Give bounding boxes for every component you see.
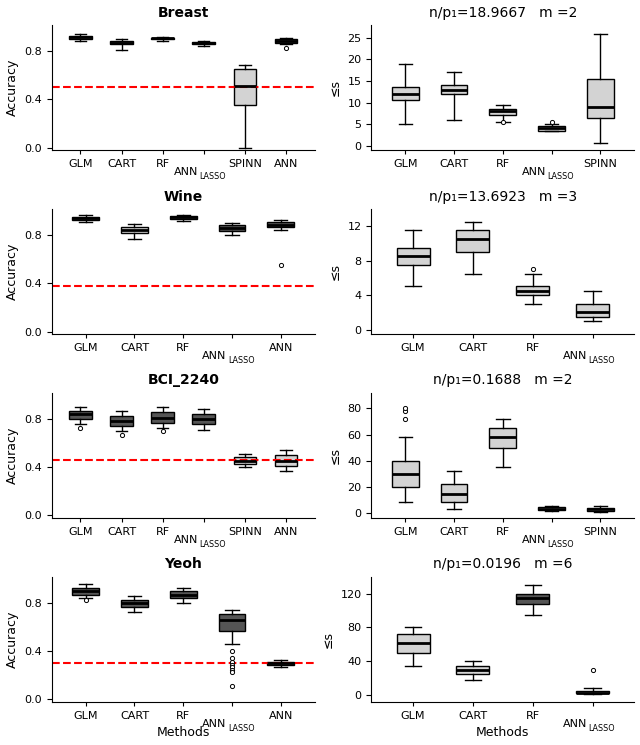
PathPatch shape [490,428,516,448]
Text: LASSO: LASSO [200,540,226,549]
PathPatch shape [110,416,133,426]
PathPatch shape [441,484,467,502]
PathPatch shape [69,36,92,39]
Y-axis label: Accuracy: Accuracy [6,243,19,300]
Text: ANN: ANN [202,351,227,361]
Y-axis label: ≤s: ≤s [329,263,342,280]
PathPatch shape [538,126,565,130]
Title: Wine: Wine [164,189,203,203]
PathPatch shape [576,691,609,694]
Y-axis label: Accuracy: Accuracy [6,59,19,116]
PathPatch shape [218,614,245,631]
Text: LASSO: LASSO [588,356,615,365]
PathPatch shape [441,85,467,94]
PathPatch shape [490,109,516,115]
Y-axis label: ≤s: ≤s [329,79,342,96]
PathPatch shape [268,222,294,226]
Text: LASSO: LASSO [547,172,574,181]
Text: ANN: ANN [202,718,227,729]
PathPatch shape [170,592,196,598]
Title: BCI_2240: BCI_2240 [147,373,219,387]
PathPatch shape [538,507,565,510]
PathPatch shape [516,594,549,604]
X-axis label: Methods: Methods [157,726,210,740]
PathPatch shape [69,410,92,419]
PathPatch shape [72,217,99,220]
Text: LASSO: LASSO [228,356,255,365]
PathPatch shape [151,413,174,422]
PathPatch shape [193,414,215,425]
Title: n/p₁=0.0196   m =6: n/p₁=0.0196 m =6 [433,557,573,571]
Text: LASSO: LASSO [547,540,574,549]
PathPatch shape [234,457,256,464]
PathPatch shape [587,79,614,118]
PathPatch shape [275,455,298,466]
Text: ANN: ANN [174,167,198,177]
Text: LASSO: LASSO [228,724,255,733]
PathPatch shape [275,39,298,42]
Title: n/p₁=18.9667   m =2: n/p₁=18.9667 m =2 [429,5,577,19]
PathPatch shape [218,226,245,231]
Title: Breast: Breast [157,5,209,19]
Text: ANN: ANN [522,167,546,177]
PathPatch shape [72,588,99,595]
Text: LASSO: LASSO [200,172,226,181]
Y-axis label: ≤s: ≤s [322,631,335,648]
PathPatch shape [397,634,429,653]
PathPatch shape [193,42,215,45]
Text: ANN: ANN [563,351,587,361]
PathPatch shape [397,247,429,265]
Text: LASSO: LASSO [588,724,615,733]
Title: n/p₁=0.1688   m =2: n/p₁=0.1688 m =2 [433,373,573,387]
Y-axis label: Accuracy: Accuracy [6,427,19,484]
PathPatch shape [576,304,609,317]
PathPatch shape [121,227,148,233]
PathPatch shape [170,216,196,219]
Text: ANN: ANN [522,535,546,545]
PathPatch shape [268,662,294,665]
PathPatch shape [516,287,549,295]
X-axis label: Methods: Methods [476,726,529,740]
PathPatch shape [587,508,614,511]
Title: Yeoh: Yeoh [164,557,202,571]
Y-axis label: Accuracy: Accuracy [6,611,19,668]
Text: ANN: ANN [174,535,198,545]
Title: n/p₁=13.6923   m =3: n/p₁=13.6923 m =3 [429,189,577,203]
Y-axis label: ≤s: ≤s [329,447,342,464]
PathPatch shape [234,69,256,106]
PathPatch shape [110,41,133,45]
Text: ANN: ANN [563,718,587,729]
PathPatch shape [456,230,490,252]
PathPatch shape [151,38,174,39]
PathPatch shape [456,665,490,674]
PathPatch shape [392,460,419,486]
PathPatch shape [392,87,419,101]
PathPatch shape [121,600,148,606]
